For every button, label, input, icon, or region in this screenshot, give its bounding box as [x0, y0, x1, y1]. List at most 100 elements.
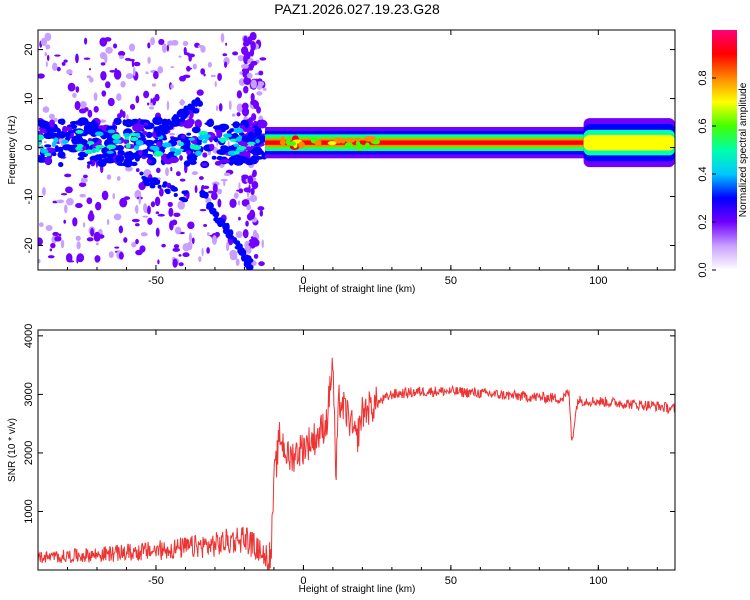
- spectrogram-mark: [38, 134, 45, 141]
- spectrogram-mark: [206, 205, 213, 210]
- spectrogram-mark: [179, 141, 184, 147]
- spectrogram-mark: [132, 66, 136, 77]
- spectrogram-mark: [40, 148, 49, 154]
- spectrogram-mark: [250, 79, 257, 89]
- spectrogram-mark: [161, 142, 172, 148]
- spectrogram-mark: [115, 155, 124, 164]
- spectrogram-mark: [314, 139, 322, 147]
- spectrogram-mark: [368, 135, 376, 142]
- spectrogram-mark: [178, 55, 182, 58]
- spectrogram-mark: [176, 110, 181, 118]
- spectrogram-mark: [241, 135, 254, 142]
- spectrogram-mark: [178, 254, 182, 257]
- spectrogram-mark: [124, 151, 133, 160]
- spectrogram-mark: [258, 261, 265, 267]
- snr-axes: -50 0 50 100 1000 2000 3000 4000: [23, 324, 675, 587]
- spectrogram-mark: [251, 172, 257, 178]
- spectrogram-mark: [222, 53, 228, 57]
- spectrogram-mark: [123, 133, 131, 137]
- spectrogram-mark: [119, 109, 124, 118]
- spectrogram-mark: [118, 50, 126, 57]
- spectrogram-mark: [257, 206, 265, 211]
- spectrogram-mark: [63, 219, 67, 224]
- spectrogram-mark: [250, 237, 259, 247]
- spectrogram-mark: [170, 166, 173, 172]
- spectrogram-mark: [182, 119, 194, 129]
- spectrogram-mark: [64, 204, 68, 214]
- spectrogram-mark: [95, 242, 99, 246]
- spectrogram-mark: [344, 142, 353, 148]
- spectrogram-mark: [150, 37, 155, 46]
- spectrogram-mark: [173, 212, 181, 217]
- spectrogram-mark: [168, 207, 174, 217]
- spectrogram-mark: [231, 113, 236, 117]
- spectrogram-mark: [167, 201, 173, 207]
- spectrogram-mark: [75, 235, 81, 241]
- spectrogram-mark: [225, 241, 230, 252]
- spectrogram-mark: [41, 187, 46, 196]
- spectrogram-mark: [38, 141, 42, 146]
- spectrogram-mark: [170, 84, 174, 89]
- spectrogram-mark: [118, 55, 125, 60]
- spectrogram-mark: [169, 132, 176, 136]
- spectrogram-mark: [221, 218, 226, 224]
- spectrogram-mark: [155, 227, 160, 237]
- spectrogram-x-axis-label: Height of straight line (km): [299, 284, 416, 295]
- spectrogram-mark: [145, 131, 153, 139]
- spectrogram-mark: [216, 129, 223, 139]
- spectrogram-mark: [64, 173, 72, 178]
- spectrogram-mark: [335, 138, 344, 143]
- spectrogram-mark: [194, 119, 202, 129]
- spectrogram-mark: [48, 113, 55, 120]
- spectrogram-mark: [116, 93, 122, 101]
- spectrogram-mark: [71, 135, 84, 145]
- spectrogram-mark: [56, 199, 65, 204]
- spectrogram-mark: [170, 187, 179, 192]
- spectrogram-mark: [95, 144, 105, 149]
- spectrogram-mark: [53, 137, 59, 143]
- spectrogram-mark: [233, 127, 244, 134]
- spectrogram-mark: [158, 124, 166, 131]
- spectrogram-mark: [45, 61, 48, 68]
- spectrogram-mark: [52, 231, 60, 237]
- spectrogram-mark: [135, 223, 140, 227]
- spectrogram-mark: [65, 253, 73, 263]
- spectrogram-mark: [246, 247, 252, 254]
- spectrogram-mark: [66, 69, 73, 75]
- spectrogram-mark: [171, 39, 179, 46]
- spectrogram-mark: [247, 262, 252, 270]
- x-tick-label: -50: [148, 575, 164, 587]
- spectrogram-mark: [199, 192, 207, 198]
- spectrogram-mark: [218, 123, 230, 131]
- spectrogram-mark: [211, 235, 218, 245]
- spectrogram-mark: [237, 200, 241, 206]
- y-tick-label: 4000: [23, 324, 35, 348]
- spectrogram-mark: [75, 129, 84, 134]
- spectrogram-mark: [147, 56, 151, 64]
- spectrogram-mark: [84, 37, 88, 45]
- spectrogram-mark: [175, 149, 182, 156]
- spectrogram-mark: [157, 213, 165, 217]
- spectrogram-mark: [289, 141, 297, 147]
- spectrogram-mark: [186, 150, 192, 155]
- spectrogram-mark: [220, 178, 228, 182]
- spectrogram-mark: [104, 81, 111, 89]
- spectrogram-mark: [49, 132, 59, 139]
- spectrogram-mark: [249, 194, 258, 203]
- spectrogram-mark: [236, 189, 239, 192]
- spectrogram-mark: [61, 61, 66, 66]
- spectrogram-mark: [118, 251, 124, 260]
- spectrogram-mark: [75, 53, 79, 64]
- spectrogram-mark: [247, 175, 254, 185]
- spectrogram-mark: [152, 116, 164, 126]
- spectrogram-mark: [94, 255, 101, 263]
- spectrogram-axes: -50 0 50 100 -20 -10 0 10 20: [23, 30, 675, 287]
- spectrogram-mark: [161, 183, 168, 188]
- spectrogram-mark: [135, 238, 139, 245]
- carrier-band: [265, 140, 675, 145]
- spectrogram-mark: [183, 47, 187, 55]
- spectrogram-mark: [241, 174, 249, 180]
- spectrogram-mark: [77, 120, 86, 125]
- spectrogram-mark: [201, 185, 205, 188]
- spectrogram-mark: [256, 91, 263, 96]
